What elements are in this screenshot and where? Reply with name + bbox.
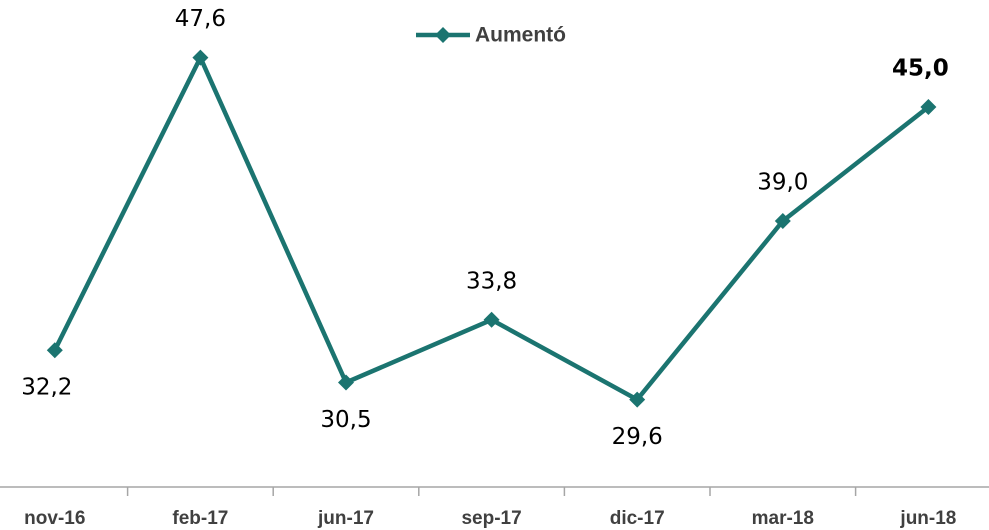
marker [192,49,209,66]
x-tick-label: nov-16 [24,508,85,529]
marker [629,391,646,408]
x-tick-label: mar-18 [752,508,814,529]
legend-label: Aumentó [475,24,566,47]
x-tick-label: feb-17 [172,508,228,529]
value-label: 45,0 [892,56,949,82]
x-tick-label: jun-18 [899,508,956,529]
value-label: 33,8 [466,268,517,294]
value-label: 32,2 [21,375,72,401]
value-label: 30,5 [320,407,371,433]
x-tick-label: dic-17 [610,508,665,529]
marker [774,213,791,229]
value-label: 39,0 [757,170,808,196]
x-tick-label: sep-17 [461,508,521,529]
marker [483,311,500,328]
series-line [52,55,930,402]
value-label: 29,6 [612,424,663,450]
value-label: 47,6 [175,6,226,32]
marker [920,99,937,115]
marker [46,342,63,359]
legend-marker [435,27,451,43]
x-tick-label: jun-17 [317,508,374,529]
marker [338,374,354,391]
